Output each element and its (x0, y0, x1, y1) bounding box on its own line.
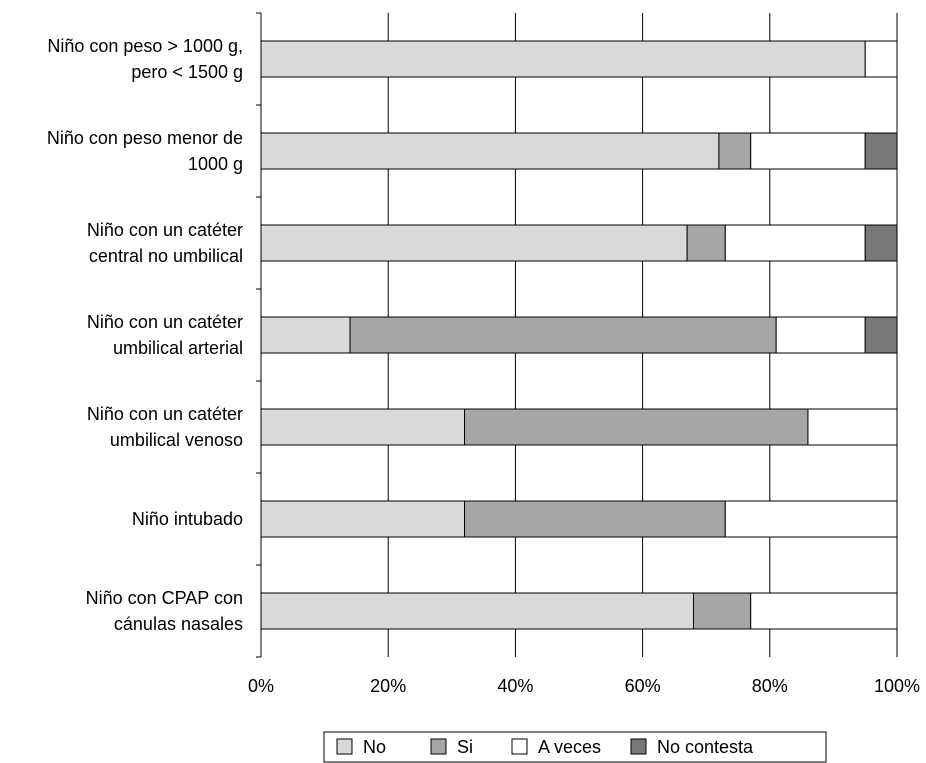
bar-segment (260, 316, 351, 354)
bar-segment (724, 224, 866, 262)
bar-segment (260, 132, 720, 170)
bar-segment (864, 316, 898, 354)
legend-label: Si (457, 737, 473, 757)
x-tick-label: 20% (370, 676, 406, 696)
category-label: Niño con peso menor de (47, 128, 243, 148)
x-tick-labels: 0% 20% 40% 60% 80% 100% (248, 676, 920, 696)
bar-segment (750, 132, 866, 170)
bar-segment (864, 132, 898, 170)
x-tick-label: 0% (248, 676, 274, 696)
bar-segment (464, 500, 726, 538)
bar-segment (692, 592, 752, 630)
x-tick-label: 40% (497, 676, 533, 696)
legend-swatch (511, 738, 528, 755)
category-labels: Niño con peso > 1000 g, pero < 1500 g Niño… (47, 36, 243, 634)
x-tick-label: 100% (874, 676, 920, 696)
category-label: Niño con CPAP con (86, 588, 243, 608)
category-label: cánulas nasales (114, 614, 243, 634)
bar-segment (807, 408, 898, 446)
x-tick-label: 60% (625, 676, 661, 696)
bar-segment (260, 592, 694, 630)
legend-swatch (430, 738, 447, 755)
bar-segment (686, 224, 726, 262)
bar-segment (718, 132, 752, 170)
bar-segment (864, 40, 898, 78)
x-tick-label: 80% (752, 676, 788, 696)
legend-label: No (363, 737, 386, 757)
legend-label: No contesta (657, 737, 754, 757)
category-label: Niño con un catéter (87, 404, 243, 424)
bar-segment (724, 500, 898, 538)
category-label: pero < 1500 g (131, 62, 243, 82)
bar-segment (464, 408, 809, 446)
legend-box (323, 731, 827, 763)
category-label: Niño con un catéter (87, 220, 243, 240)
bar-segment (260, 40, 866, 78)
legend-swatch (630, 738, 647, 755)
bar-segment (775, 316, 866, 354)
legend: No Si A veces No contesta (323, 731, 827, 763)
bars (260, 40, 898, 630)
category-label: 1000 g (188, 154, 243, 174)
category-label: Niño con un catéter (87, 312, 243, 332)
bar-segment (260, 224, 688, 262)
category-label: Niño intubado (132, 509, 243, 529)
bar-segment (864, 224, 898, 262)
category-label: umbilical venoso (110, 430, 243, 450)
bar-segment (750, 592, 898, 630)
category-label: Niño con peso > 1000 g, (47, 36, 243, 56)
bar-segment (260, 500, 466, 538)
bar-segment (260, 408, 466, 446)
category-label: central no umbilical (89, 246, 243, 266)
y-axis (256, 12, 262, 658)
category-label: umbilical arterial (113, 338, 243, 358)
legend-label: A veces (538, 737, 601, 757)
bar-segment (349, 316, 777, 354)
legend-swatch (336, 738, 353, 755)
